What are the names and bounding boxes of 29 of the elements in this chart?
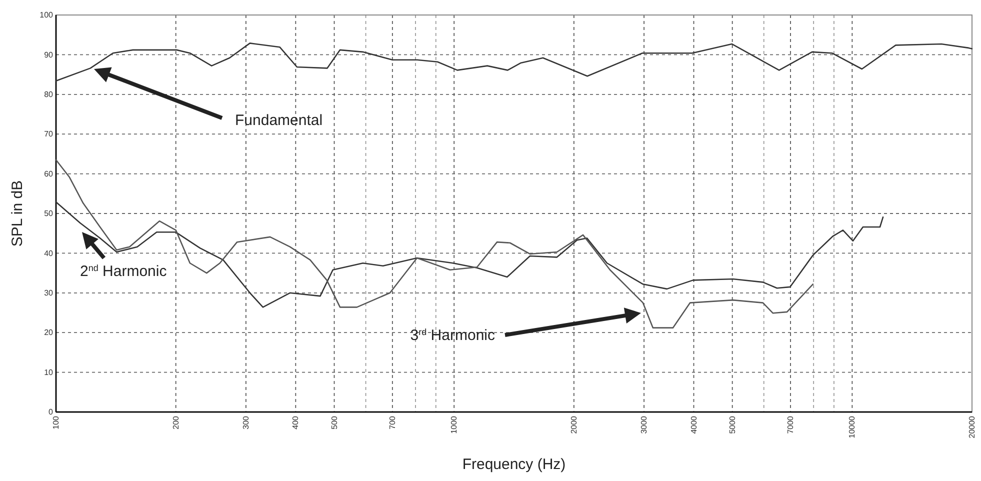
annotation: 3$^{rd}$ Harmonic — [410, 327, 496, 344]
x-tick-label: 3000 — [640, 415, 649, 434]
x-tick-label: 20000 — [968, 415, 977, 438]
annotation: 2$^{nd}$ Harmonic — [80, 263, 168, 280]
x-tick-label: 300 — [241, 415, 250, 430]
y-axis-title: SPL in dB — [9, 180, 26, 247]
y-tick-label: 30 — [44, 288, 54, 298]
y-tick-label: 100 — [40, 10, 54, 20]
x-tick-label: 700 — [388, 415, 397, 430]
x-tick-label: 4000 — [689, 415, 698, 434]
x-tick-label: 400 — [291, 415, 300, 430]
x-tick-label: 1000 — [450, 415, 459, 434]
x-tick-label: 5000 — [728, 415, 737, 434]
annotation: Fundamental — [235, 112, 323, 129]
x-tick-label: 2000 — [569, 415, 578, 434]
x-axis-title: Frequency (Hz) — [462, 456, 566, 473]
y-tick-label: 50 — [44, 209, 54, 218]
x-tick-label: 7000 — [786, 415, 796, 434]
y-tick-label: 60 — [44, 169, 54, 178]
y-tick-label: 40 — [44, 248, 54, 258]
x-tick-label: 500 — [330, 415, 339, 430]
y-tick-label: 10 — [44, 368, 54, 377]
y-tick-label: 90 — [44, 50, 54, 60]
y-tick-label: 70 — [44, 130, 54, 139]
x-tick-label: 200 — [171, 415, 180, 430]
y-tick-label: 80 — [44, 90, 54, 99]
y-tick-label: 20 — [44, 328, 54, 338]
x-tick-label: 10000 — [848, 415, 857, 438]
y-tick-label: 0 — [48, 408, 54, 417]
